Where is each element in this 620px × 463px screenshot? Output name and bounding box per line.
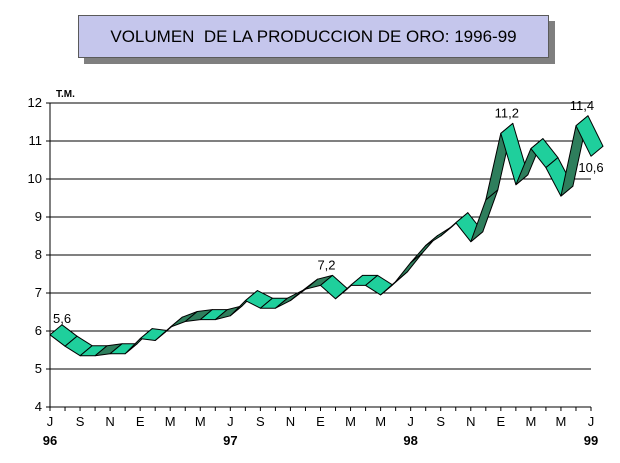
x-tick-label: J [407, 414, 414, 429]
x-tick-label: M [375, 414, 386, 429]
x-tick-label: S [256, 414, 265, 429]
x-tick-label: S [76, 414, 85, 429]
y-tick-label: 7 [35, 285, 42, 300]
x-tick-label: M [556, 414, 567, 429]
x-tick-label: E [496, 414, 505, 429]
x-tick-label: E [316, 414, 325, 429]
chart-title: VOLUMEN DE LA PRODUCCION DE ORO: 1996-99 [78, 15, 549, 58]
x-tick-label: S [436, 414, 445, 429]
y-tick-label: 9 [35, 209, 42, 224]
year-label: 96 [43, 433, 57, 448]
x-tick-label: N [105, 414, 114, 429]
chart-title-box: VOLUMEN DE LA PRODUCCION DE ORO: 1996-99 [78, 15, 555, 64]
x-tick-label: E [136, 414, 145, 429]
axes: 4 5 6 7 8 9 10 11 12 T.M. J S N E M M J S N E M M J S N E M M J 96 97 9… [28, 89, 599, 448]
x-tick-label: J [227, 414, 234, 429]
year-label: 98 [403, 433, 417, 448]
x-tick-label: M [525, 414, 536, 429]
x-tick-label: N [466, 414, 475, 429]
y-axis-unit: T.M. [56, 89, 75, 100]
y-tick-label: 11 [29, 133, 43, 148]
x-tick-label: M [345, 414, 356, 429]
grid-lines [50, 102, 591, 370]
x-tick-label: M [165, 414, 176, 429]
data-label: 7,2 [317, 257, 335, 272]
y-tick-label: 12 [28, 95, 42, 110]
y-tick-label: 6 [35, 323, 42, 338]
y-tick-label: 4 [35, 399, 42, 414]
y-tick-label: 5 [35, 361, 42, 376]
ribbon-segment [395, 252, 424, 283]
y-tick-label: 8 [35, 247, 42, 262]
x-tick-label: J [588, 414, 595, 429]
data-label: 5,6 [53, 311, 71, 326]
ribbon-segment [575, 115, 604, 157]
data-label: 11,4 [570, 98, 594, 113]
x-tick-label: M [195, 414, 206, 429]
x-tick-label: N [286, 414, 295, 429]
data-label: 10,6 [578, 160, 603, 175]
data-labels: 5,6 7,2 11,2 11,4 10,6 [53, 98, 604, 326]
series-ribbon [49, 115, 604, 357]
ribbon-segment [139, 328, 168, 341]
year-label: 99 [584, 433, 598, 448]
ribbon-segment [470, 189, 499, 243]
y-tick-label: 10 [28, 171, 42, 186]
x-tick-label: J [47, 414, 54, 429]
year-label: 97 [223, 433, 237, 448]
data-label: 11,2 [495, 105, 519, 120]
